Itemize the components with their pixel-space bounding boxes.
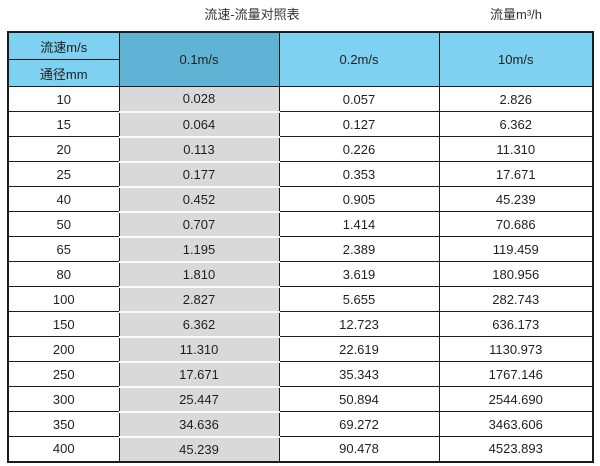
flow-value-cell: 2544.690 (438, 386, 594, 412)
flow-unit-label: 流量m³/h (489, 7, 543, 22)
table-row: 50 0.707 1.414 70.686 (7, 210, 594, 238)
flow-value-cell: 0.707 (118, 210, 280, 238)
flow-value-cell: 1.414 (278, 211, 440, 237)
diameter-cell: 100 (7, 286, 120, 312)
flow-value-cell: 0.226 (278, 136, 440, 162)
table-row: 100 2.827 5.655 282.743 (7, 285, 594, 313)
diameter-cell: 200 (7, 336, 120, 362)
table-title: 流速-流量对照表 (204, 7, 300, 22)
diameter-cell: 15 (7, 111, 120, 137)
flow-value-cell: 11.310 (438, 136, 594, 162)
flow-value-cell: 0.905 (278, 186, 440, 212)
diameter-cell: 25 (7, 161, 120, 187)
corner-diameter-label: 通径mm (7, 59, 120, 87)
flow-value-cell: 5.655 (278, 286, 440, 312)
table-row: 25 0.177 0.353 17.671 (7, 160, 594, 188)
corner-velocity-label: 流速m/s (7, 31, 120, 60)
diameter-cell: 80 (7, 261, 120, 287)
flow-value-cell: 3.619 (278, 261, 440, 287)
flow-value-cell: 50.894 (278, 386, 440, 412)
flow-value-cell: 11.310 (118, 335, 280, 363)
table-row: 20 0.113 0.226 11.310 (7, 135, 594, 163)
table-row: 300 25.447 50.894 2544.690 (7, 385, 594, 413)
diameter-cell: 350 (7, 411, 120, 437)
flow-value-cell: 2.827 (118, 285, 280, 313)
diameter-cell: 400 (7, 436, 120, 462)
flow-value-cell: 45.239 (118, 435, 280, 463)
flow-conversion-table: 流速m/s 0.1m/s 0.2m/s 10m/s 通径mm 10 0.028 … (7, 31, 594, 463)
diameter-cell: 150 (7, 311, 120, 337)
flow-value-cell: 17.671 (438, 161, 594, 187)
table-row: 150 6.362 12.723 636.173 (7, 310, 594, 338)
flow-value-cell: 6.362 (118, 310, 280, 338)
flow-value-cell: 636.173 (438, 311, 594, 337)
flow-value-cell: 17.671 (118, 360, 280, 388)
table-row: 65 1.195 2.389 119.459 (7, 235, 594, 263)
flow-value-cell: 1.195 (118, 235, 280, 263)
flow-value-cell: 0.057 (278, 86, 440, 112)
flow-value-cell: 4523.893 (438, 436, 594, 462)
flow-value-cell: 0.353 (278, 161, 440, 187)
diameter-cell: 40 (7, 186, 120, 212)
flow-value-cell: 2.389 (278, 236, 440, 262)
column-header-0-2ms: 0.2m/s (278, 31, 440, 87)
flow-value-cell: 282.743 (438, 286, 594, 312)
flow-value-cell: 0.177 (118, 160, 280, 188)
flow-value-cell: 45.239 (438, 186, 594, 212)
flow-value-cell: 6.362 (438, 111, 594, 137)
table-row: 40 0.452 0.905 45.239 (7, 185, 594, 213)
flow-value-cell: 70.686 (438, 211, 594, 237)
flow-value-cell: 34.636 (118, 410, 280, 438)
flow-value-cell: 3463.606 (438, 411, 594, 437)
flow-value-cell: 22.619 (278, 336, 440, 362)
table-row: 10 0.028 0.057 2.826 (7, 86, 594, 113)
column-header-0-1ms: 0.1m/s (118, 31, 280, 87)
flow-value-cell: 119.459 (438, 236, 594, 262)
flow-value-cell: 2.826 (438, 86, 594, 112)
header-row-top: 流速m/s 0.1m/s 0.2m/s 10m/s (7, 31, 594, 87)
diameter-cell: 250 (7, 361, 120, 387)
flow-value-cell: 90.478 (278, 436, 440, 462)
flow-value-cell: 0.028 (118, 86, 280, 113)
column-header-10ms: 10m/s (438, 31, 594, 87)
diameter-cell: 50 (7, 211, 120, 237)
diameter-cell: 20 (7, 136, 120, 162)
flow-value-cell: 35.343 (278, 361, 440, 387)
diameter-cell: 300 (7, 386, 120, 412)
table-row: 250 17.671 35.343 1767.146 (7, 360, 594, 388)
flow-value-cell: 69.272 (278, 411, 440, 437)
flow-value-cell: 180.956 (438, 261, 594, 287)
flow-value-cell: 0.127 (278, 111, 440, 137)
table-row: 400 45.239 90.478 4523.893 (7, 435, 594, 463)
diameter-cell: 10 (7, 86, 120, 112)
flow-value-cell: 0.452 (118, 185, 280, 213)
flow-value-cell: 1.810 (118, 260, 280, 288)
table-row: 15 0.064 0.127 6.362 (7, 110, 594, 138)
flow-value-cell: 25.447 (118, 385, 280, 413)
flow-value-cell: 0.064 (118, 110, 280, 138)
flow-value-cell: 0.113 (118, 135, 280, 163)
table-row: 80 1.810 3.619 180.956 (7, 260, 594, 288)
table-row: 350 34.636 69.272 3463.606 (7, 410, 594, 438)
header-row-bottom: 通径mm (7, 59, 593, 87)
flow-value-cell: 1130.973 (438, 336, 594, 362)
flow-value-cell: 1767.146 (438, 361, 594, 387)
diameter-cell: 65 (7, 236, 120, 262)
table-row: 200 11.310 22.619 1130.973 (7, 335, 594, 363)
flow-value-cell: 12.723 (278, 311, 440, 337)
